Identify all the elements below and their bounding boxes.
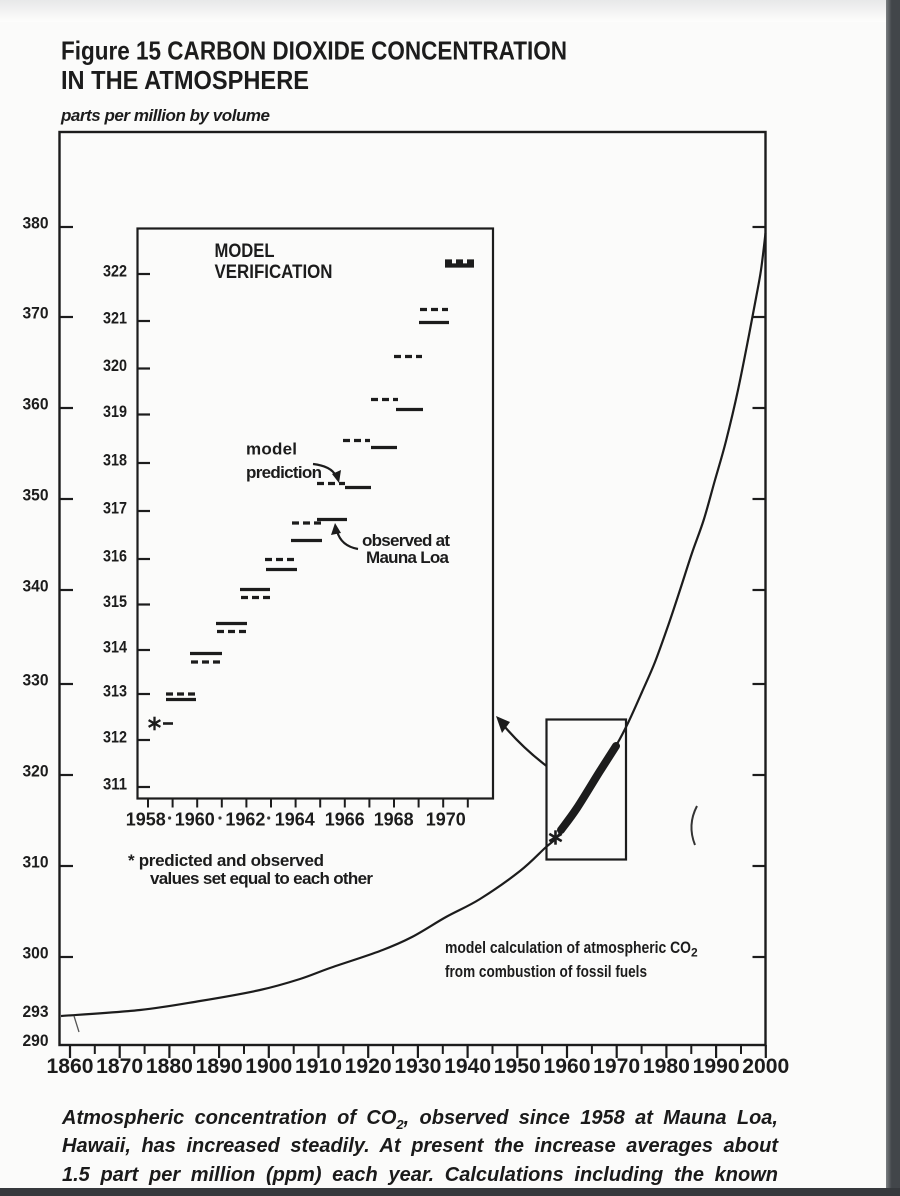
svg-text:1964: 1964 xyxy=(275,810,315,830)
svg-text:1860: 1860 xyxy=(47,1055,94,1078)
svg-text:1940: 1940 xyxy=(444,1055,491,1078)
svg-text:1970: 1970 xyxy=(426,810,466,830)
svg-text:values set equal to each other: values set equal to each other xyxy=(150,869,373,888)
svg-text:300: 300 xyxy=(23,944,49,963)
svg-text:318: 318 xyxy=(103,451,127,470)
svg-text:313: 313 xyxy=(103,682,127,701)
svg-text:observed at: observed at xyxy=(362,531,450,550)
svg-text:1962: 1962 xyxy=(225,810,265,830)
svg-text:1980: 1980 xyxy=(643,1055,690,1078)
svg-text:2000: 2000 xyxy=(742,1055,789,1078)
svg-text:1900: 1900 xyxy=(245,1055,292,1078)
svg-text:prediction: prediction xyxy=(246,463,322,482)
svg-text:311: 311 xyxy=(103,775,127,794)
svg-text:370: 370 xyxy=(23,304,49,323)
svg-text:310: 310 xyxy=(23,853,49,872)
svg-text:322: 322 xyxy=(103,262,127,281)
svg-text:317: 317 xyxy=(103,499,127,518)
svg-text:360: 360 xyxy=(23,395,49,414)
svg-text:380: 380 xyxy=(23,214,49,233)
svg-text:1970: 1970 xyxy=(593,1055,640,1078)
svg-text:Figure 15 CARBON DIOXIDE CONCE: Figure 15 CARBON DIOXIDE CONCENTRATION xyxy=(61,36,567,66)
svg-text:* predicted and observed: * predicted and observed xyxy=(128,851,324,870)
svg-text:1880: 1880 xyxy=(146,1055,193,1078)
svg-text:1966: 1966 xyxy=(325,810,365,830)
svg-text:319: 319 xyxy=(103,402,127,421)
svg-text:320: 320 xyxy=(103,356,127,375)
svg-text:321: 321 xyxy=(103,309,127,328)
svg-text:293: 293 xyxy=(23,1002,49,1021)
svg-text:1910: 1910 xyxy=(295,1055,342,1078)
svg-text:1968: 1968 xyxy=(374,810,414,830)
svg-text:Mauna Loa: Mauna Loa xyxy=(366,548,450,567)
svg-text:290: 290 xyxy=(23,1031,49,1050)
svg-text:316: 316 xyxy=(103,547,127,566)
svg-text:IN THE ATMOSPHERE: IN THE ATMOSPHERE xyxy=(61,65,309,95)
svg-text:1930: 1930 xyxy=(394,1055,441,1078)
svg-text:VERIFICATION: VERIFICATION xyxy=(215,262,333,283)
svg-text:315: 315 xyxy=(103,592,127,611)
svg-text:model calculation of atmospher: model calculation of atmospheric CO2 xyxy=(445,939,698,960)
svg-text:1960: 1960 xyxy=(175,810,215,830)
svg-text:340: 340 xyxy=(23,577,49,596)
svg-text:from combustion of fossil fuel: from combustion of fossil fuels xyxy=(445,963,647,981)
svg-text:314: 314 xyxy=(103,638,127,657)
svg-text:1870: 1870 xyxy=(96,1055,143,1078)
svg-text:1890: 1890 xyxy=(196,1055,243,1078)
svg-text:1950: 1950 xyxy=(494,1055,541,1078)
svg-text:330: 330 xyxy=(23,671,49,690)
svg-text:parts per million by volume: parts per million by volume xyxy=(60,106,270,125)
svg-text:1958: 1958 xyxy=(126,810,166,830)
svg-text:320: 320 xyxy=(23,762,49,781)
svg-text:312: 312 xyxy=(103,728,127,747)
svg-text:1990: 1990 xyxy=(693,1055,740,1078)
svg-text:model: model xyxy=(246,440,297,459)
svg-text:1960: 1960 xyxy=(544,1055,591,1078)
svg-text:MODEL: MODEL xyxy=(215,241,275,262)
svg-text:350: 350 xyxy=(23,486,49,505)
svg-text:1920: 1920 xyxy=(345,1055,392,1078)
